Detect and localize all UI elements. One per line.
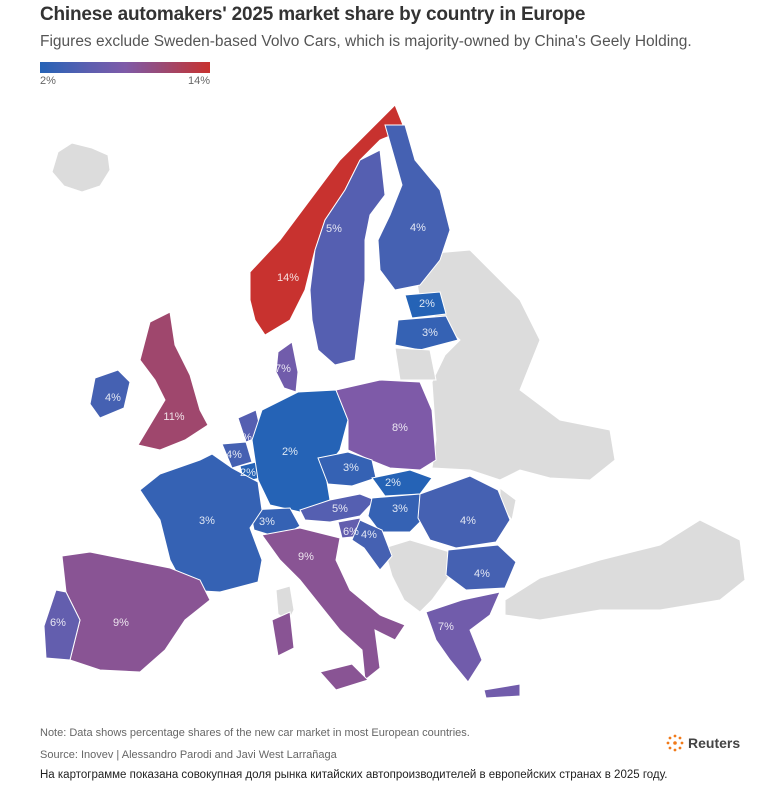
- label-switzerland: 3%: [259, 516, 275, 528]
- label-france: 3%: [199, 515, 215, 527]
- country-sweden: [309, 149, 386, 366]
- label-hungary: 3%: [392, 503, 408, 515]
- balkans-shape: [383, 539, 451, 613]
- no-data-land: [51, 142, 746, 623]
- label-netherlands: 5%: [236, 432, 252, 444]
- turkey-shape: [504, 519, 746, 621]
- label-austria: 5%: [332, 503, 348, 515]
- country-france: [139, 453, 263, 593]
- label-greece: 7%: [438, 621, 454, 633]
- countries-layer: [43, 104, 521, 699]
- country-latvia: [394, 315, 459, 351]
- legend-min-label: 2%: [40, 75, 56, 87]
- reuters-dots-icon: [666, 734, 684, 752]
- label-denmark: 7%: [275, 363, 291, 375]
- country-austria: [299, 493, 376, 523]
- footnote: Note: Data shows percentage shares of th…: [40, 727, 470, 739]
- label-romania: 4%: [460, 515, 476, 527]
- country-cyprus: [483, 683, 521, 699]
- source-line: Source: Inovev | Alessandro Parodi and J…: [40, 749, 337, 761]
- label-latvia: 3%: [422, 327, 438, 339]
- country-italy: [261, 527, 406, 681]
- label-spain: 9%: [113, 617, 129, 629]
- chart-title: Chinese automakers' 2025 market share by…: [40, 4, 586, 25]
- russian-caption: На картограмме показана совокупная доля …: [40, 769, 668, 781]
- label-finland: 4%: [410, 222, 426, 234]
- country-greece: [425, 591, 501, 683]
- country-sardinia: [271, 611, 295, 657]
- label-uk: 11%: [163, 411, 184, 423]
- label-luxembourg: 2%: [240, 467, 256, 479]
- brand-name: Reuters: [688, 735, 741, 751]
- label-czechia: 3%: [343, 462, 359, 474]
- label-ireland: 4%: [105, 392, 121, 404]
- country-bulgaria: [445, 544, 517, 591]
- color-legend: 2% 14%: [40, 62, 210, 87]
- label-bulgaria: 4%: [474, 568, 490, 580]
- country-belgium: [221, 441, 253, 469]
- chart-subtitle: Figures exclude Sweden-based Volvo Cars,…: [40, 33, 692, 50]
- country-lithuania: [394, 347, 437, 381]
- label-germany: 2%: [282, 446, 298, 458]
- europe-map: 14% 5% 4% 2% 3% 7% 4% 11% 5% 4% 2% 2% 8%…: [43, 104, 746, 699]
- label-belgium: 4%: [226, 449, 242, 461]
- iceland-shape: [51, 142, 111, 193]
- country-portugal: [43, 589, 81, 661]
- country-germany: [251, 389, 349, 513]
- country-ireland: [89, 369, 131, 419]
- russia-belarus-ukraine-shape: [411, 249, 616, 481]
- country-estonia: [404, 291, 447, 319]
- label-slovakia: 2%: [385, 477, 401, 489]
- label-italy: 9%: [298, 551, 314, 563]
- country-poland: [335, 379, 437, 471]
- country-finland: [377, 124, 451, 291]
- country-slovakia: [371, 469, 433, 497]
- country-uk: [137, 311, 209, 451]
- label-slovenia: 6%: [343, 526, 359, 538]
- country-croatia: [351, 519, 393, 571]
- label-sweden: 5%: [326, 223, 342, 235]
- country-denmark: [275, 341, 299, 393]
- label-poland: 8%: [392, 422, 408, 434]
- label-portugal: 6%: [50, 617, 66, 629]
- label-estonia: 2%: [419, 298, 435, 310]
- label-croatia: 4%: [361, 529, 377, 541]
- legend-gradient-bar: [40, 62, 210, 73]
- legend-max-label: 14%: [187, 75, 210, 87]
- percent-labels: 14% 5% 4% 2% 3% 7% 4% 11% 5% 4% 2% 2% 8%…: [50, 222, 490, 633]
- country-sicily: [319, 663, 369, 691]
- country-romania: [417, 475, 511, 549]
- label-norway: 14%: [277, 272, 299, 284]
- reuters-logo: Reuters: [666, 734, 740, 752]
